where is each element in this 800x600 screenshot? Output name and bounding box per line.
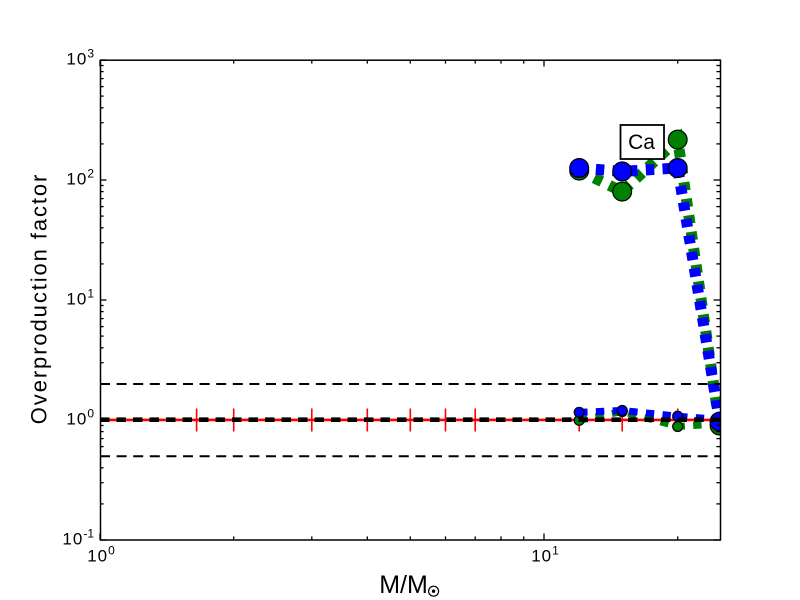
svg-text:101: 101 — [531, 543, 559, 565]
svg-text:102: 102 — [66, 167, 94, 189]
svg-text:100: 100 — [66, 407, 94, 429]
svg-text:101: 101 — [66, 287, 94, 309]
svg-text:Ca: Ca — [628, 131, 655, 154]
svg-text:Overproduction factor: Overproduction factor — [27, 173, 52, 424]
svg-text:100: 100 — [87, 543, 115, 565]
svg-text:M/M: M/M — [379, 571, 428, 599]
svg-text:103: 103 — [66, 47, 94, 69]
svg-text:10-1: 10-1 — [62, 527, 94, 549]
